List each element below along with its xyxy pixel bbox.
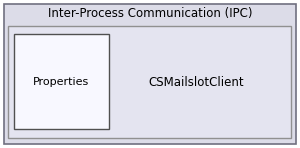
Bar xyxy=(8,26,291,138)
Text: Properties: Properties xyxy=(33,77,89,87)
Bar xyxy=(14,34,109,129)
Text: CSMailslotClient: CSMailslotClient xyxy=(148,75,244,89)
Text: Inter-Process Communication (IPC): Inter-Process Communication (IPC) xyxy=(48,8,252,21)
Bar xyxy=(4,4,296,144)
